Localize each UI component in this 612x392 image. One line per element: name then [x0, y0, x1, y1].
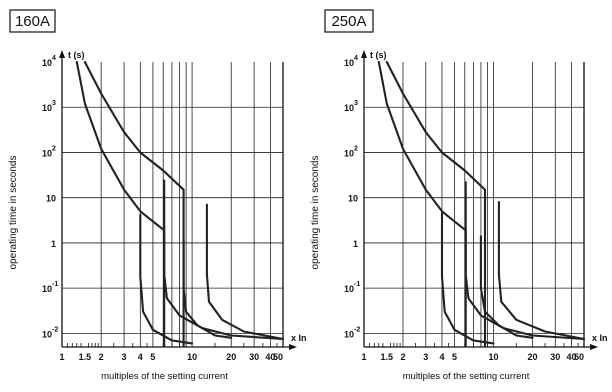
- y-tick-exponent: 3: [52, 100, 56, 107]
- y-tick-exponent: 3: [354, 100, 358, 107]
- y-tick-label: 10: [42, 58, 52, 68]
- curve-line-5: [182, 238, 233, 339]
- x-tick-label: 4: [439, 352, 444, 362]
- curve-line-3: [440, 211, 495, 345]
- y-tick-exponent: 2: [354, 145, 358, 152]
- curve-line-4: [163, 179, 285, 341]
- y-tick-exponent: 4: [52, 55, 56, 62]
- y-axis-arrow: [59, 50, 65, 58]
- y-tick-label: 10: [344, 329, 354, 339]
- y-tick-exponent: -2: [354, 326, 360, 333]
- x-tick-label: 30: [550, 352, 560, 362]
- curve-line-1: [377, 60, 467, 347]
- x-tick-label: 3: [122, 352, 127, 362]
- y-tick-label: 10: [42, 284, 52, 294]
- y-tick-label: 10: [42, 148, 52, 158]
- y-tick-exponent: -1: [354, 281, 360, 288]
- x-tick-label: 20: [527, 352, 537, 362]
- y-tick-label: 10: [348, 194, 358, 204]
- y-tick-label: 10: [46, 194, 56, 204]
- y-axis-unit: t (s): [68, 50, 85, 60]
- y-tick-exponent: 4: [354, 55, 358, 62]
- curve-line-1: [75, 60, 166, 347]
- title-badge-box: [9, 9, 56, 33]
- y-tick-exponent: 2: [52, 145, 56, 152]
- x-tick-label: 1.5: [79, 352, 92, 362]
- x-tick-label: 10: [488, 352, 498, 362]
- curve-line-4: [464, 181, 586, 341]
- x-tick-label: 1.5: [381, 352, 394, 362]
- curve-line-2: [385, 60, 487, 347]
- x-tick-label: 5: [452, 352, 457, 362]
- y-tick-label: 1: [51, 239, 56, 249]
- title-badge-box: [324, 9, 374, 33]
- x-tick-label: 20: [226, 352, 236, 362]
- y-tick-label: 10: [344, 58, 354, 68]
- curve-line-6: [205, 203, 285, 341]
- curve-line-6: [497, 201, 586, 341]
- y-tick-label: 10: [42, 329, 52, 339]
- chart-title: 160A: [15, 13, 50, 30]
- x-tick-label: 10: [187, 352, 197, 362]
- x-axis-label: multiples of the setting current: [101, 371, 228, 382]
- curve-line-3: [139, 213, 194, 345]
- x-tick-label: 1: [59, 352, 64, 362]
- curve-line-5: [479, 235, 534, 339]
- x-axis-arrow: [590, 344, 598, 350]
- x-tick-label: 50: [273, 352, 283, 362]
- x-tick-label: 5: [150, 352, 155, 362]
- y-tick-label: 10: [344, 284, 354, 294]
- y-tick-label: 1: [353, 239, 358, 249]
- x-axis-unit: x In: [592, 333, 608, 343]
- curve-group: [75, 60, 285, 347]
- y-axis-label: operating time in seconds: [310, 156, 321, 270]
- x-tick-label: 3: [423, 352, 428, 362]
- chart-title: 250A: [331, 13, 366, 30]
- y-tick-label: 10: [42, 103, 52, 113]
- x-tick-label: 40: [265, 352, 275, 362]
- y-tick-label: 10: [344, 148, 354, 158]
- curve-line-2: [83, 60, 185, 347]
- x-tick-label: 40: [566, 352, 576, 362]
- y-tick-exponent: -2: [52, 326, 58, 333]
- y-axis-unit: t (s): [370, 50, 387, 60]
- x-tick-label: 50: [574, 352, 584, 362]
- x-tick-label: 1: [361, 352, 366, 362]
- curve-group: [377, 60, 586, 347]
- x-axis-unit: x In: [291, 333, 307, 343]
- x-axis-label: multiples of the setting current: [403, 371, 530, 382]
- y-tick-label: 10: [344, 103, 354, 113]
- x-axis-arrow: [289, 344, 297, 350]
- y-axis-arrow: [361, 50, 367, 58]
- y-axis-label: operating time in seconds: [8, 156, 19, 270]
- y-tick-exponent: -1: [52, 281, 58, 288]
- x-tick-label: 2: [400, 352, 405, 362]
- x-tick-label: 4: [138, 352, 143, 362]
- x-tick-label: 2: [99, 352, 104, 362]
- x-tick-label: 30: [249, 352, 259, 362]
